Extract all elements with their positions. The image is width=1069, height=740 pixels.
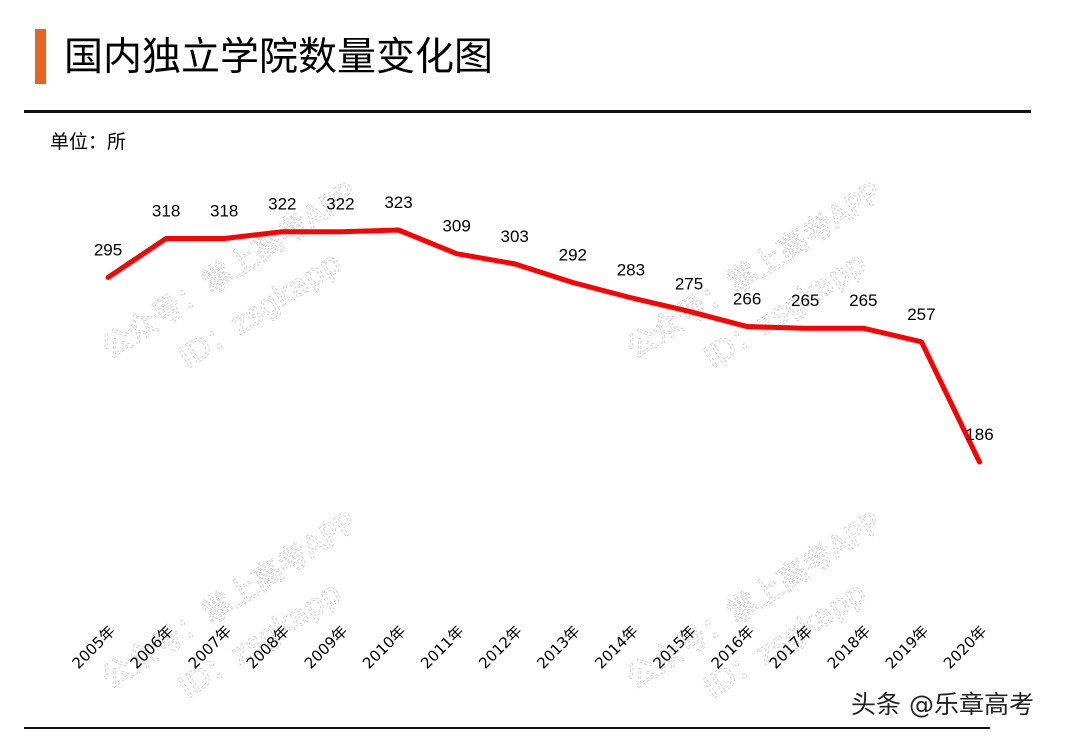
- header-divider: [24, 110, 1031, 113]
- data-line: [105, 227, 982, 465]
- svg-text:295: 295: [94, 240, 122, 259]
- svg-text:2019年: 2019年: [882, 622, 932, 672]
- svg-text:2012年: 2012年: [475, 622, 525, 672]
- svg-text:322: 322: [268, 195, 296, 214]
- title-accent-bar: [35, 29, 46, 84]
- footer-divider: [24, 727, 990, 729]
- svg-text:2011年: 2011年: [417, 622, 467, 672]
- svg-text:275: 275: [675, 274, 703, 293]
- svg-text:257: 257: [907, 305, 935, 324]
- svg-text:2013年: 2013年: [533, 622, 583, 672]
- data-labels: 295 318 318 322 322 323 309 303 292 283 275 266 265 2…: [94, 193, 994, 444]
- svg-text:292: 292: [559, 245, 587, 264]
- svg-text:283: 283: [617, 261, 645, 280]
- svg-text:318: 318: [152, 201, 180, 220]
- svg-text:323: 323: [384, 193, 412, 212]
- svg-text:303: 303: [501, 227, 529, 246]
- svg-text:265: 265: [791, 291, 819, 310]
- svg-text:186: 186: [965, 425, 993, 444]
- svg-text:318: 318: [210, 201, 238, 220]
- svg-text:265: 265: [849, 291, 877, 310]
- svg-text:266: 266: [733, 290, 761, 309]
- svg-text:309: 309: [442, 217, 470, 236]
- svg-text:322: 322: [326, 195, 354, 214]
- unit-label: 单位：所: [50, 131, 127, 153]
- svg-text:2020年: 2020年: [940, 622, 990, 672]
- source-credit: 头条 @乐章高考: [851, 690, 1034, 719]
- chart-title: 国内独立学院数量变化图: [64, 35, 494, 80]
- svg-text:2010年: 2010年: [359, 622, 409, 672]
